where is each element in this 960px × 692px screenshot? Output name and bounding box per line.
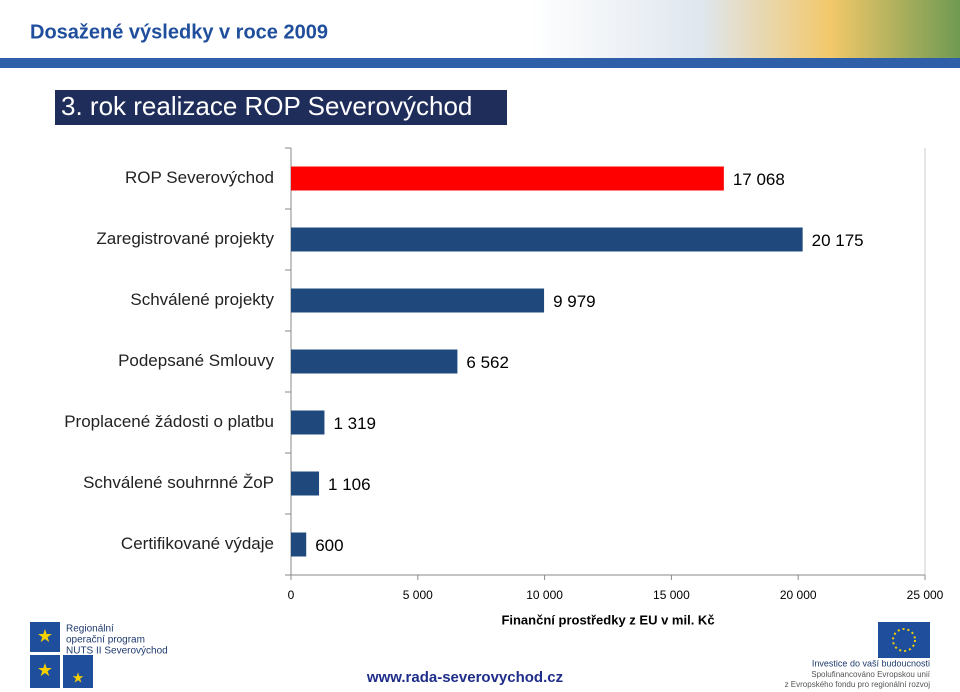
y-tick-label: Proplacené žádosti o platbu	[64, 412, 274, 431]
bar	[291, 471, 320, 496]
x-tick-label: 5 000	[403, 588, 433, 602]
y-tick-label: ROP Severovýchod	[125, 168, 274, 187]
svg-text:★: ★	[37, 626, 53, 646]
title-box	[55, 90, 507, 125]
x-tick-label: 20 000	[780, 588, 817, 602]
y-tick-label: Schválené projekty	[130, 290, 274, 309]
bar	[291, 349, 458, 374]
plot: 0 5 000 10 000 15 000 20 000 25 000 ROP Severo…	[64, 147, 944, 602]
header-title: Dosažené výsledky v roce 2009	[30, 21, 328, 43]
eu-text: z Evropského fondu pro regionální rozvoj	[785, 680, 931, 689]
x-tick-label: 10 000	[526, 588, 563, 602]
value-label: 9 979	[553, 292, 596, 311]
value-label: 1 106	[328, 475, 371, 494]
logo-text: operační program	[66, 635, 145, 646]
logo-text: NUTS II Severovýchod	[66, 646, 168, 657]
x-tick-label: 15 000	[653, 588, 690, 602]
bar	[291, 532, 307, 557]
value-label: 20 175	[812, 231, 864, 250]
y-tick-label: Certifikované výdaje	[121, 534, 274, 553]
bar	[291, 166, 724, 191]
x-tick-label: 25 000	[907, 588, 944, 602]
value-label: 6 562	[466, 353, 509, 372]
bar	[291, 410, 325, 435]
svg-text:★: ★	[72, 670, 85, 686]
value-label: 17 068	[733, 170, 785, 189]
value-label: 600	[315, 536, 343, 555]
y-tick-label: Podepsané Smlouvy	[118, 351, 274, 370]
rop-logo: ★ ★ ★ Regionální operační program NUTS I…	[30, 622, 168, 688]
x-tick-label: 0	[288, 588, 295, 602]
y-tick-label: Schválené souhrnné ŽoP	[83, 473, 274, 492]
chart-title: 3. rok realizace ROP Severovýchod	[61, 91, 472, 121]
y-tick-label: Zaregistrované projekty	[96, 229, 274, 248]
footer-url: www.rada-severovychod.cz	[366, 669, 563, 686]
x-axis-label: Finanční prostředky z EU v mil. Kč	[501, 612, 714, 627]
header-decoration	[530, 0, 960, 58]
logo-text: Regionální	[66, 624, 114, 635]
eu-logo: Investice do vaší budoucnosti Spolufinan…	[785, 622, 931, 689]
eu-text: Spolufinancováno Evropskou unií	[811, 670, 931, 679]
value-label: 1 319	[333, 414, 376, 433]
eu-text: Investice do vaší budoucnosti	[812, 658, 930, 668]
bar	[291, 288, 545, 313]
header-band	[0, 58, 960, 68]
bar	[291, 227, 803, 252]
svg-text:★: ★	[37, 660, 53, 680]
